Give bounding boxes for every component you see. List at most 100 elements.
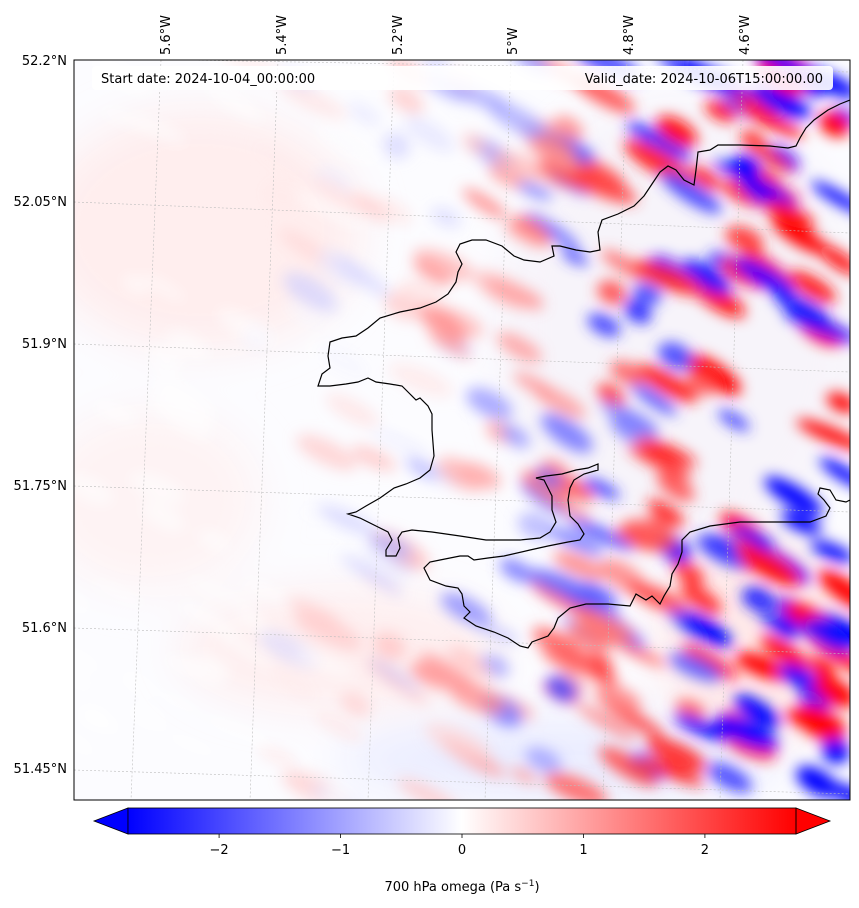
- omega-band: [626, 121, 693, 162]
- omega-band: [197, 529, 230, 552]
- colorbar-tick-label: 2: [701, 843, 709, 858]
- omega-band: [658, 342, 694, 371]
- omega-band: [792, 705, 847, 737]
- colorbar-gradient: [128, 808, 796, 834]
- omega-band: [397, 778, 459, 800]
- colorbar-tick-label: −1: [331, 843, 350, 858]
- omega-band: [582, 477, 620, 500]
- omega-band: [449, 680, 505, 714]
- omega-band: [440, 592, 492, 626]
- omega-band: [420, 60, 451, 72]
- omega-band: [601, 250, 650, 281]
- omega-band: [119, 670, 155, 697]
- info-box: [92, 66, 833, 90]
- colorbar-tick-label: 0: [458, 843, 466, 858]
- omega-band: [784, 310, 850, 343]
- omega-band: [684, 353, 741, 396]
- omega-band: [633, 282, 662, 305]
- omega-band: [203, 79, 264, 123]
- omega-band: [466, 387, 513, 420]
- plot-frame: [73, 59, 851, 801]
- lon-tick-label: 5.4°W: [275, 15, 290, 55]
- omega-band: [500, 424, 530, 448]
- omega-band: [527, 568, 598, 603]
- omega-band: [437, 456, 484, 492]
- omega-band: [129, 471, 186, 504]
- omega-band: [673, 560, 705, 586]
- omega-band: [811, 181, 850, 215]
- omega-band: [630, 381, 678, 416]
- omega-band: [256, 145, 314, 184]
- omega-band: [636, 436, 697, 466]
- omega-band: [305, 340, 379, 379]
- omega-band: [147, 391, 213, 440]
- omega-band: [141, 500, 185, 533]
- omega-band: [295, 648, 355, 678]
- omega-band: [373, 632, 406, 660]
- coastline: [317, 99, 850, 649]
- omega-band: [632, 260, 704, 296]
- omega-band: [760, 635, 809, 669]
- omega-band: [147, 344, 183, 374]
- omega-band: [689, 166, 721, 190]
- omega-band: [524, 478, 591, 522]
- omega-band: [714, 715, 779, 750]
- omega-band: [76, 704, 111, 728]
- omega-band: [600, 401, 659, 433]
- omega-band: [628, 444, 692, 479]
- omega-band: [681, 259, 732, 295]
- omega-band: [176, 601, 240, 637]
- omega-band: [763, 199, 814, 230]
- omega-band: [151, 687, 206, 718]
- omega-band: [610, 638, 667, 667]
- omega-band: [610, 361, 646, 385]
- omega-band: [92, 399, 139, 425]
- omega-band: [730, 525, 776, 548]
- omega-band: [122, 274, 149, 295]
- omega-band: [540, 413, 593, 453]
- omega-band: [575, 703, 637, 742]
- omega-band: [424, 722, 490, 760]
- omega-band: [819, 457, 850, 490]
- omega-band: [496, 332, 542, 363]
- omega-band: [374, 196, 413, 225]
- omega-band: [285, 302, 323, 328]
- lat-tick-label: 52.05°N: [14, 195, 67, 210]
- omega-band: [368, 533, 412, 559]
- omega-band: [647, 499, 685, 527]
- omega-band: [721, 179, 766, 208]
- omega-band: [525, 747, 562, 773]
- omega-band: [315, 711, 364, 742]
- omega-band: [283, 272, 338, 313]
- omega-band: [597, 383, 625, 407]
- omega-band: [646, 737, 707, 772]
- omega-band: [201, 715, 272, 746]
- lon-tick-label: 5.2°W: [391, 15, 406, 55]
- omega-band: [532, 626, 596, 674]
- omega-band: [296, 504, 327, 525]
- omega-band: [351, 445, 396, 472]
- omega-band: [635, 364, 698, 403]
- omega-band: [294, 611, 363, 650]
- omega-band: [448, 645, 493, 679]
- omega-field: [74, 60, 850, 800]
- omega-band: [798, 689, 829, 712]
- omega-band: [704, 100, 737, 122]
- omega-band: [821, 738, 850, 764]
- omega-band: [296, 434, 358, 471]
- omega-band: [499, 558, 535, 583]
- omega-band: [756, 85, 815, 117]
- omega-band: [552, 551, 607, 581]
- omega-band: [734, 694, 780, 729]
- omega-band: [623, 139, 692, 184]
- omega-band: [292, 190, 363, 229]
- omega-band: [807, 657, 836, 677]
- valid-date-text: Valid_date: 2024-10-06T15:00:00.00: [585, 72, 823, 87]
- lon-tick-label: 5.6°W: [159, 15, 174, 55]
- omega-band: [673, 713, 729, 741]
- colorbar-tick-label: 1: [579, 843, 587, 858]
- omega-band: [668, 652, 723, 682]
- omega-band: [87, 579, 149, 610]
- omega-band: [725, 225, 764, 253]
